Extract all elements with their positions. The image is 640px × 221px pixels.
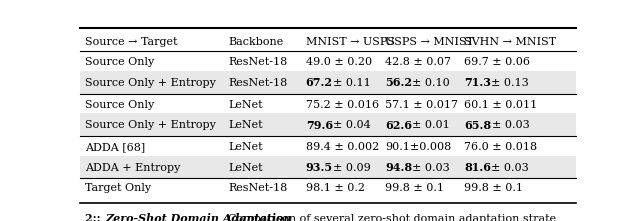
Text: 79.6: 79.6: [306, 120, 333, 131]
Text: 69.7 ± 0.06: 69.7 ± 0.06: [465, 57, 531, 67]
Text: USPS → MNIST: USPS → MNIST: [385, 37, 474, 47]
Text: 67.2: 67.2: [306, 77, 333, 88]
Text: 2::: 2::: [85, 213, 104, 221]
Bar: [80, 113, 576, 136]
Text: 99.8 ± 0.1: 99.8 ± 0.1: [385, 183, 444, 193]
Text: 56.2: 56.2: [385, 77, 412, 88]
Text: 94.8: 94.8: [385, 162, 412, 173]
Text: 93.5: 93.5: [306, 162, 333, 173]
Text: 57.1 ± 0.017: 57.1 ± 0.017: [385, 100, 458, 110]
Text: ± 0.09: ± 0.09: [333, 163, 371, 173]
Text: LeNet: LeNet: [229, 100, 264, 110]
Text: 60.1 ± 0.011: 60.1 ± 0.011: [465, 100, 538, 110]
Text: ± 0.01: ± 0.01: [412, 120, 450, 130]
Text: Source Only: Source Only: [85, 100, 154, 110]
Text: 49.0 ± 0.20: 49.0 ± 0.20: [306, 57, 372, 67]
Text: SVHN → MNIST: SVHN → MNIST: [465, 37, 557, 47]
Text: MNIST → USPS: MNIST → USPS: [306, 37, 395, 47]
Text: Source Only + Entropy: Source Only + Entropy: [85, 78, 216, 88]
Text: Source → Target: Source → Target: [85, 37, 177, 47]
Text: 98.1 ± 0.2: 98.1 ± 0.2: [306, 183, 365, 193]
Text: ± 0.03: ± 0.03: [492, 163, 529, 173]
Text: Source Only: Source Only: [85, 57, 154, 67]
Text: ± 0.03: ± 0.03: [492, 120, 529, 130]
Text: ± 0.04: ± 0.04: [333, 120, 371, 130]
Text: ResNet-18: ResNet-18: [229, 57, 288, 67]
Text: LeNet: LeNet: [229, 142, 264, 152]
Text: Comparison of several zero-shot domain adaptation strate: Comparison of several zero-shot domain a…: [221, 214, 557, 221]
Text: 81.6: 81.6: [465, 162, 492, 173]
Text: 65.8: 65.8: [465, 120, 492, 131]
Text: ± 0.03: ± 0.03: [412, 163, 450, 173]
Text: ADDA + Entropy: ADDA + Entropy: [85, 163, 180, 173]
Text: Source Only + Entropy: Source Only + Entropy: [85, 120, 216, 130]
Text: 71.3: 71.3: [465, 77, 492, 88]
Text: 42.8 ± 0.07: 42.8 ± 0.07: [385, 57, 451, 67]
Text: LeNet: LeNet: [229, 120, 264, 130]
Text: 99.8 ± 0.1: 99.8 ± 0.1: [465, 183, 524, 193]
Bar: [80, 71, 576, 94]
Text: 76.0 ± 0.018: 76.0 ± 0.018: [465, 142, 538, 152]
Text: Backbone: Backbone: [229, 37, 284, 47]
Text: ResNet-18: ResNet-18: [229, 183, 288, 193]
Text: ± 0.11: ± 0.11: [333, 78, 371, 88]
Text: ADDA [68]: ADDA [68]: [85, 142, 145, 152]
Text: Zero-Shot Domain Adaptation: Zero-Shot Domain Adaptation: [106, 213, 292, 221]
Text: LeNet: LeNet: [229, 163, 264, 173]
Text: ± 0.13: ± 0.13: [492, 78, 529, 88]
Bar: [80, 156, 576, 179]
Text: ResNet-18: ResNet-18: [229, 78, 288, 88]
Text: 89.4 ± 0.002: 89.4 ± 0.002: [306, 142, 379, 152]
Text: 90.1±0.008: 90.1±0.008: [385, 142, 451, 152]
Text: Target Only: Target Only: [85, 183, 151, 193]
Text: 75.2 ± 0.016: 75.2 ± 0.016: [306, 100, 379, 110]
Text: 62.6: 62.6: [385, 120, 412, 131]
Text: ± 0.10: ± 0.10: [412, 78, 450, 88]
